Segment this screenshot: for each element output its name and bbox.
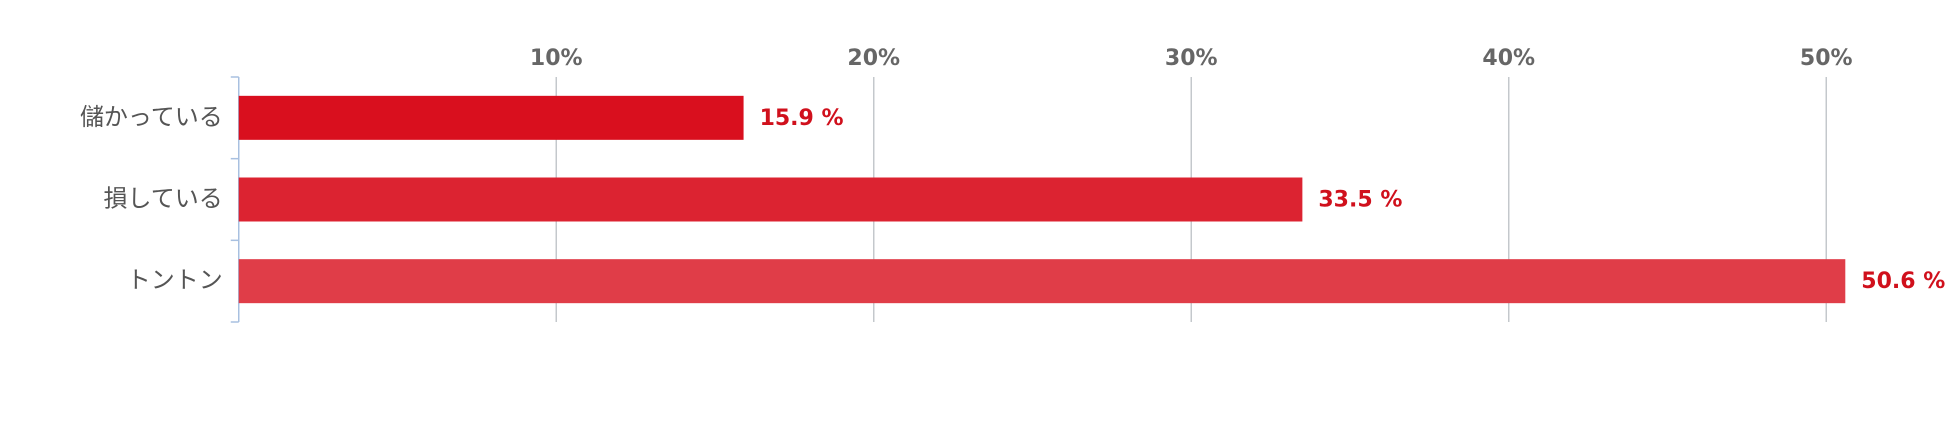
bar — [238, 177, 1303, 222]
bar — [238, 259, 1846, 304]
x-tick-label: 20% — [847, 46, 900, 71]
bar — [238, 95, 744, 140]
category-label: トントン — [127, 266, 223, 294]
x-tick-label: 40% — [1482, 46, 1535, 71]
category-label: 損している — [103, 185, 222, 213]
value-label: 50.6 % — [1861, 269, 1945, 294]
x-tick-label: 30% — [1165, 46, 1218, 71]
x-tick-label: 10% — [530, 46, 583, 71]
x-tick-label: 50% — [1800, 46, 1853, 71]
value-label: 33.5 % — [1318, 188, 1402, 213]
category-label: 儲かっている — [80, 103, 223, 131]
value-label: 15.9 % — [760, 106, 844, 131]
